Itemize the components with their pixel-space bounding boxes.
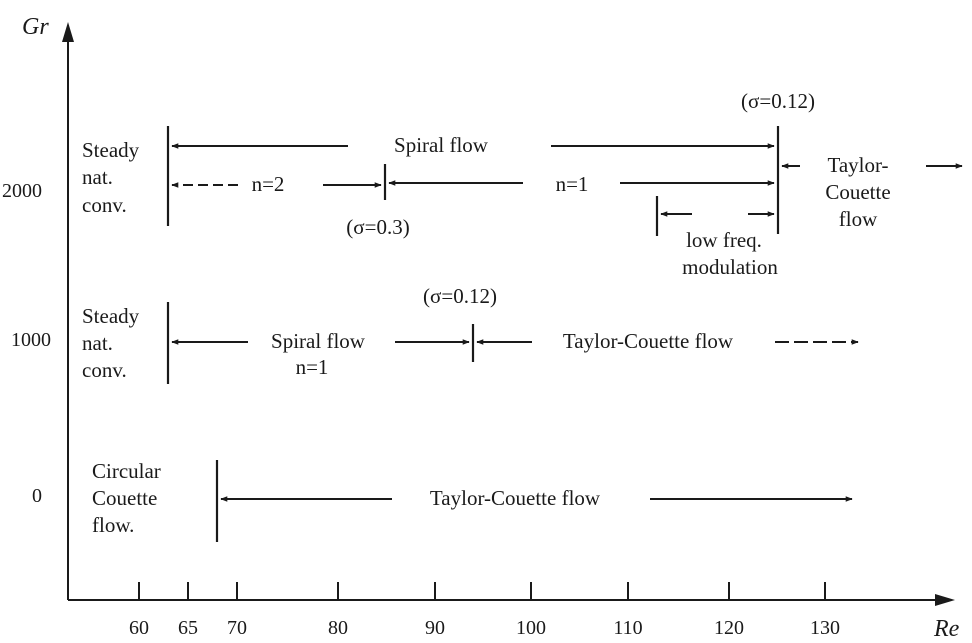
low-freq-label-line2: modulation [682, 255, 778, 279]
y-tick-label: 2000 [2, 180, 42, 202]
y-tick-label: 1000 [11, 329, 51, 351]
x-tick-label: 100 [516, 617, 546, 639]
regime-label-steady-line3: conv. [82, 193, 127, 217]
low-freq-label-line1: low freq. [686, 228, 762, 252]
mode-n1-label: n=1 [556, 172, 589, 196]
spiral-flow-label: Spiral flow [394, 133, 489, 157]
sigma-label-transition: (σ=0.12) [423, 284, 497, 308]
taylor-label: Taylor-Couette flow [430, 486, 601, 510]
y-tick-label: 0 [32, 485, 42, 507]
regime-label-steady-line3: conv. [82, 358, 127, 382]
x-tick-label: 120 [714, 617, 744, 639]
regime-label-circular-line2: Couette [92, 486, 157, 510]
x-tick-label: 60 [129, 617, 149, 639]
sigma-label-mode-transition: (σ=0.3) [346, 215, 409, 239]
taylor-label: Taylor-Couette flow [563, 329, 734, 353]
regime-label-steady-line2: nat. [82, 331, 113, 355]
regime-label-steady-line2: nat. [82, 165, 113, 189]
x-tick-label: 110 [613, 617, 642, 639]
x-ticks: 60 65 70 80 90 100 110 120 130 [129, 582, 840, 639]
taylor-label-line1: Taylor- [827, 153, 888, 177]
mode-n2-label: n=2 [252, 172, 285, 196]
x-axis-title: Re [933, 616, 960, 642]
taylor-label-line3: flow [839, 207, 878, 231]
regime-label-circular-line1: Circular [92, 459, 161, 483]
x-axis-arrowhead [935, 594, 955, 606]
taylor-label-line2: Couette [825, 180, 890, 204]
spiral-flow-label: Spiral flow [271, 329, 366, 353]
regime-label-steady-line1: Steady [82, 138, 140, 162]
row-gr-0: Circular Couette flow. Taylor-Couette fl… [92, 459, 853, 542]
row-gr-2000: Steady nat. conv. Spiral flow n=2 n=1 (σ… [82, 89, 963, 279]
regime-label-steady-line1: Steady [82, 304, 140, 328]
row-gr-1000: Steady nat. conv. Spiral flow n=1 (σ=0.1… [82, 284, 859, 384]
sigma-label-taylor-transition: (σ=0.12) [741, 89, 815, 113]
y-axis-arrowhead [62, 22, 74, 42]
x-tick-label: 90 [425, 617, 445, 639]
x-tick-label: 80 [328, 617, 348, 639]
x-tick-label: 130 [810, 617, 840, 639]
y-axis-title: Gr [22, 14, 49, 40]
regime-label-circular-line3: flow. [92, 513, 134, 537]
spiral-mode-label: n=1 [296, 355, 329, 379]
x-tick-label: 70 [227, 617, 247, 639]
x-tick-label: 65 [178, 617, 198, 639]
